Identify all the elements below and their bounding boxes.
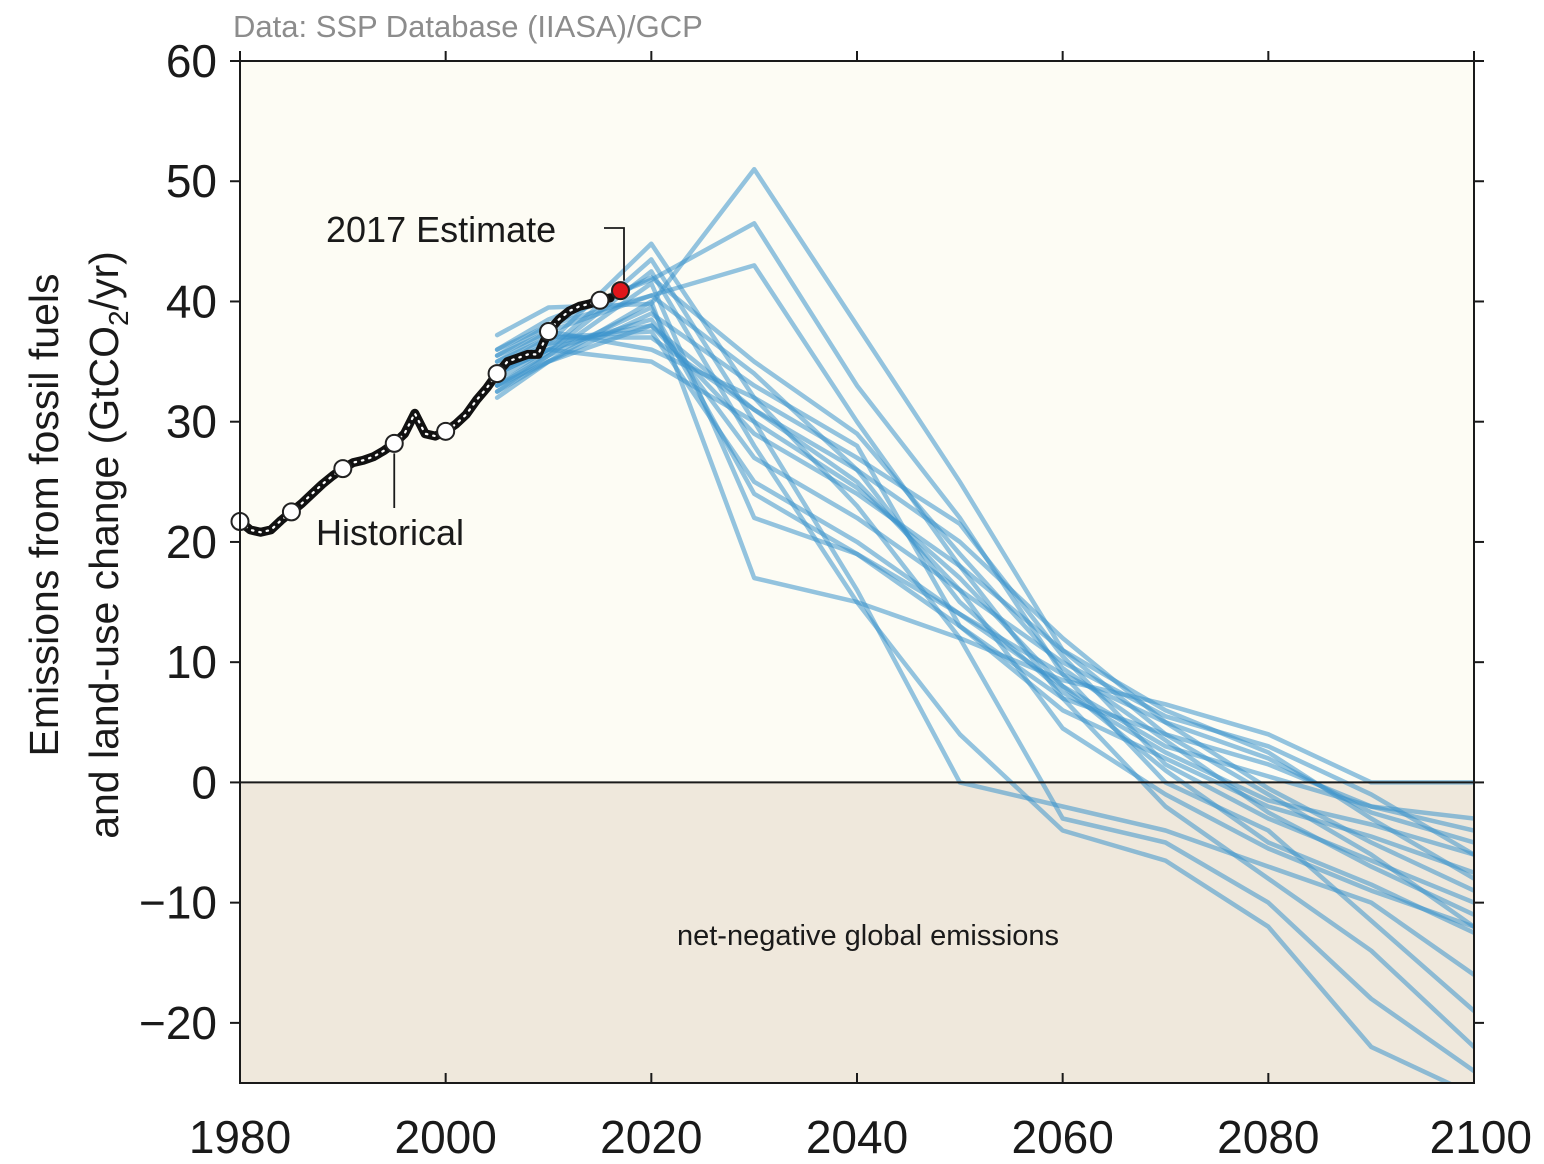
scenario-line-14 — [494, 347, 1474, 935]
y-tick-label: 30 — [166, 396, 217, 448]
historical-marker — [539, 322, 558, 342]
y-tick-label: −20 — [139, 997, 217, 1049]
y-axis-label-unit-end: /yr) — [81, 251, 127, 310]
y-tick-label: 20 — [166, 516, 217, 568]
scenario-line-17 — [494, 329, 1474, 833]
historical-series — [230, 281, 630, 537]
scenario-line-15 — [494, 311, 1474, 875]
y-tick-label: 40 — [166, 275, 217, 327]
scenario-line-19 — [494, 323, 1474, 929]
y-tick-label: −10 — [139, 877, 217, 929]
historical-marker — [590, 290, 610, 310]
x-tick-label: 2040 — [806, 1111, 908, 1163]
estimate-marker — [610, 281, 630, 301]
x-tick-label: 2100 — [1430, 1111, 1532, 1163]
y-tick-label: 10 — [166, 636, 217, 688]
historical-annotation: Historical — [316, 512, 464, 553]
historical-marker — [281, 502, 301, 522]
x-tick-label: 2000 — [394, 1111, 496, 1163]
y-axis-label-line1: Emissions from fossil fuels — [21, 273, 67, 756]
x-tick-label: 2080 — [1217, 1111, 1319, 1163]
estimate-leader-line — [604, 227, 625, 281]
estimate-annotation: 2017 Estimate — [326, 209, 556, 250]
annotations: 2017 Estimate Historical net-negative gl… — [316, 209, 1059, 952]
historical-marker — [436, 421, 456, 441]
y-axis-label-subscript: 2 — [103, 310, 134, 326]
y-tick-label: 0 — [191, 756, 217, 808]
y-tick-label: 60 — [166, 35, 217, 87]
historical-marker — [384, 433, 404, 453]
y-tick-label: 50 — [166, 155, 217, 207]
axis-ticks: 1980 2000 2020 2040 2060 2080 2100 −20 −10 0 10 20 3… — [139, 35, 1532, 1163]
x-tick-label: 2020 — [600, 1111, 702, 1163]
historical-marker — [487, 364, 507, 384]
data-source-note: Data: SSP Database (IIASA)/GCP — [233, 9, 703, 44]
y-axis-label-line2: and land-use change (GtCO — [81, 326, 127, 839]
net-negative-label: net-negative global emissions — [677, 920, 1059, 952]
y-axis-label-2: and land-use change (GtCO2/yr) — [81, 251, 134, 839]
historical-marker — [333, 459, 353, 479]
x-tick-label: 2060 — [1011, 1111, 1113, 1163]
y-axis-label: Emissions from fossil fuels — [21, 273, 67, 756]
scenario-line-16 — [494, 293, 1474, 857]
x-tick-label: 1980 — [189, 1111, 291, 1163]
